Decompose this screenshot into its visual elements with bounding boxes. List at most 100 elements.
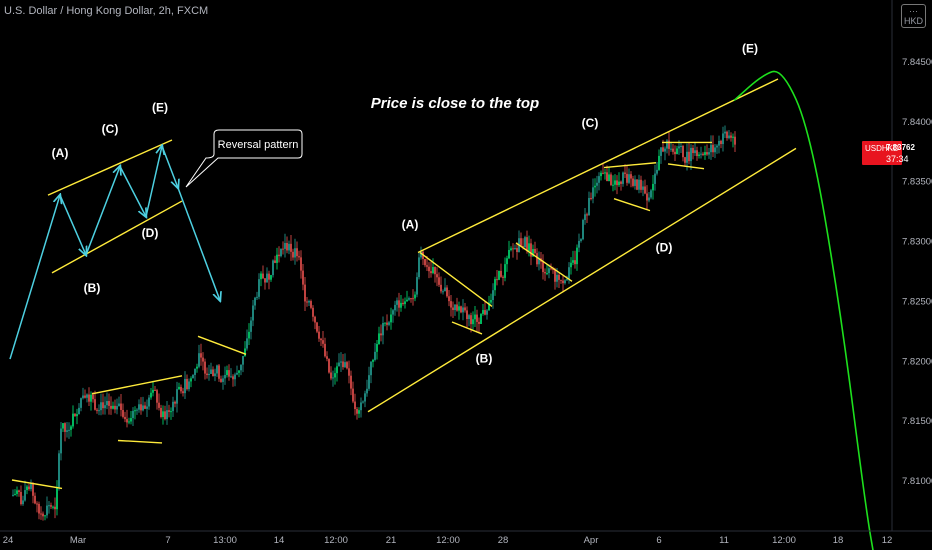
candle-body [20,491,22,505]
candle-body [396,300,398,305]
candle-body [246,338,248,349]
candle-body [90,394,92,402]
candle-body [562,280,564,284]
candle-body [170,411,172,413]
pattern-trendline [667,163,705,170]
candle-body [406,299,408,302]
candle-body [84,395,86,398]
candle-body [678,146,680,149]
candle-body [470,315,472,325]
candle-body [670,148,672,150]
candle-body [264,278,266,283]
candle-body [146,406,148,409]
candle-body [570,262,572,268]
candle-body [290,243,292,252]
candle-body [468,315,470,320]
candle-body [710,144,712,153]
time-tick-label: 12 [882,535,893,546]
candle-body [96,409,98,411]
candle-body [450,301,452,308]
time-tick-label: 21 [386,535,397,546]
candle-body [538,258,540,265]
candle-body [556,274,558,282]
candle-body [624,172,626,174]
wave-arrow [145,146,162,217]
candle-body [214,373,216,377]
price-tick-label: 7.82500 [902,296,932,307]
candle-body [486,310,488,315]
candle-body [16,490,18,494]
candle-body [110,405,112,409]
candle-body [238,370,240,373]
candle-body [698,154,700,157]
candle-body [510,248,512,251]
candle-body [330,372,332,379]
candle-body [236,372,238,375]
candle-body [94,399,96,410]
candle-body [512,248,514,250]
candle-body [724,131,726,134]
candle-body [616,180,618,186]
wave-label: (C) [582,116,599,130]
candle-body [228,370,230,377]
candle-body [62,423,64,429]
candle-body [326,356,328,359]
candle-body [586,214,588,216]
candle-body [536,253,538,265]
candle-body [56,487,58,510]
candle-body [42,513,44,517]
projection-curve [733,70,874,550]
candle-body [340,361,342,363]
candle-body [210,369,212,374]
candle-body [702,153,704,155]
pattern-trendline [367,147,797,413]
candle-body [668,140,670,149]
candle-body [730,135,732,138]
candle-body [408,298,410,300]
candle-body [234,374,236,380]
currency-badge[interactable]: ··· HKD [900,4,926,28]
candle-body [448,296,450,302]
candle-body [222,378,224,382]
candle-body [520,238,522,247]
candle-body [432,266,434,274]
candle-body [444,287,446,292]
candle-body [596,182,598,186]
candle-body [438,277,440,285]
wave-arrow [119,166,146,216]
candle-body [206,373,208,376]
candle-body [666,140,668,149]
candle-body [608,174,610,182]
candle-body [194,368,196,375]
candle-body [278,254,280,257]
candle-body [588,197,590,216]
candle-body [696,150,698,157]
pattern-lines-layer [11,78,797,490]
candle-body [280,248,282,257]
candle-body [418,257,420,278]
price-tag-countdown: 37:34 [886,154,909,164]
candle-body [140,404,142,411]
wave-arrow [59,194,86,255]
time-tick-label: 6 [656,535,661,546]
candle-body [636,179,638,190]
candle-body [552,268,554,270]
candle-body [208,373,210,376]
candle-body [720,140,722,145]
candle-body [622,172,624,184]
callout-text: Reversal pattern [218,139,299,151]
price-tick-label: 7.81000 [902,476,932,487]
candle-body [312,307,314,317]
candle-body [434,266,436,275]
price-tick-label: 7.84000 [902,117,932,128]
candle-body [604,172,606,174]
candle-body [178,386,180,390]
candle-body [452,307,454,311]
candle-body [174,401,176,404]
candle-body [458,306,460,311]
candle-body [708,152,710,155]
candle-body [480,313,482,324]
candle-body [376,343,378,352]
